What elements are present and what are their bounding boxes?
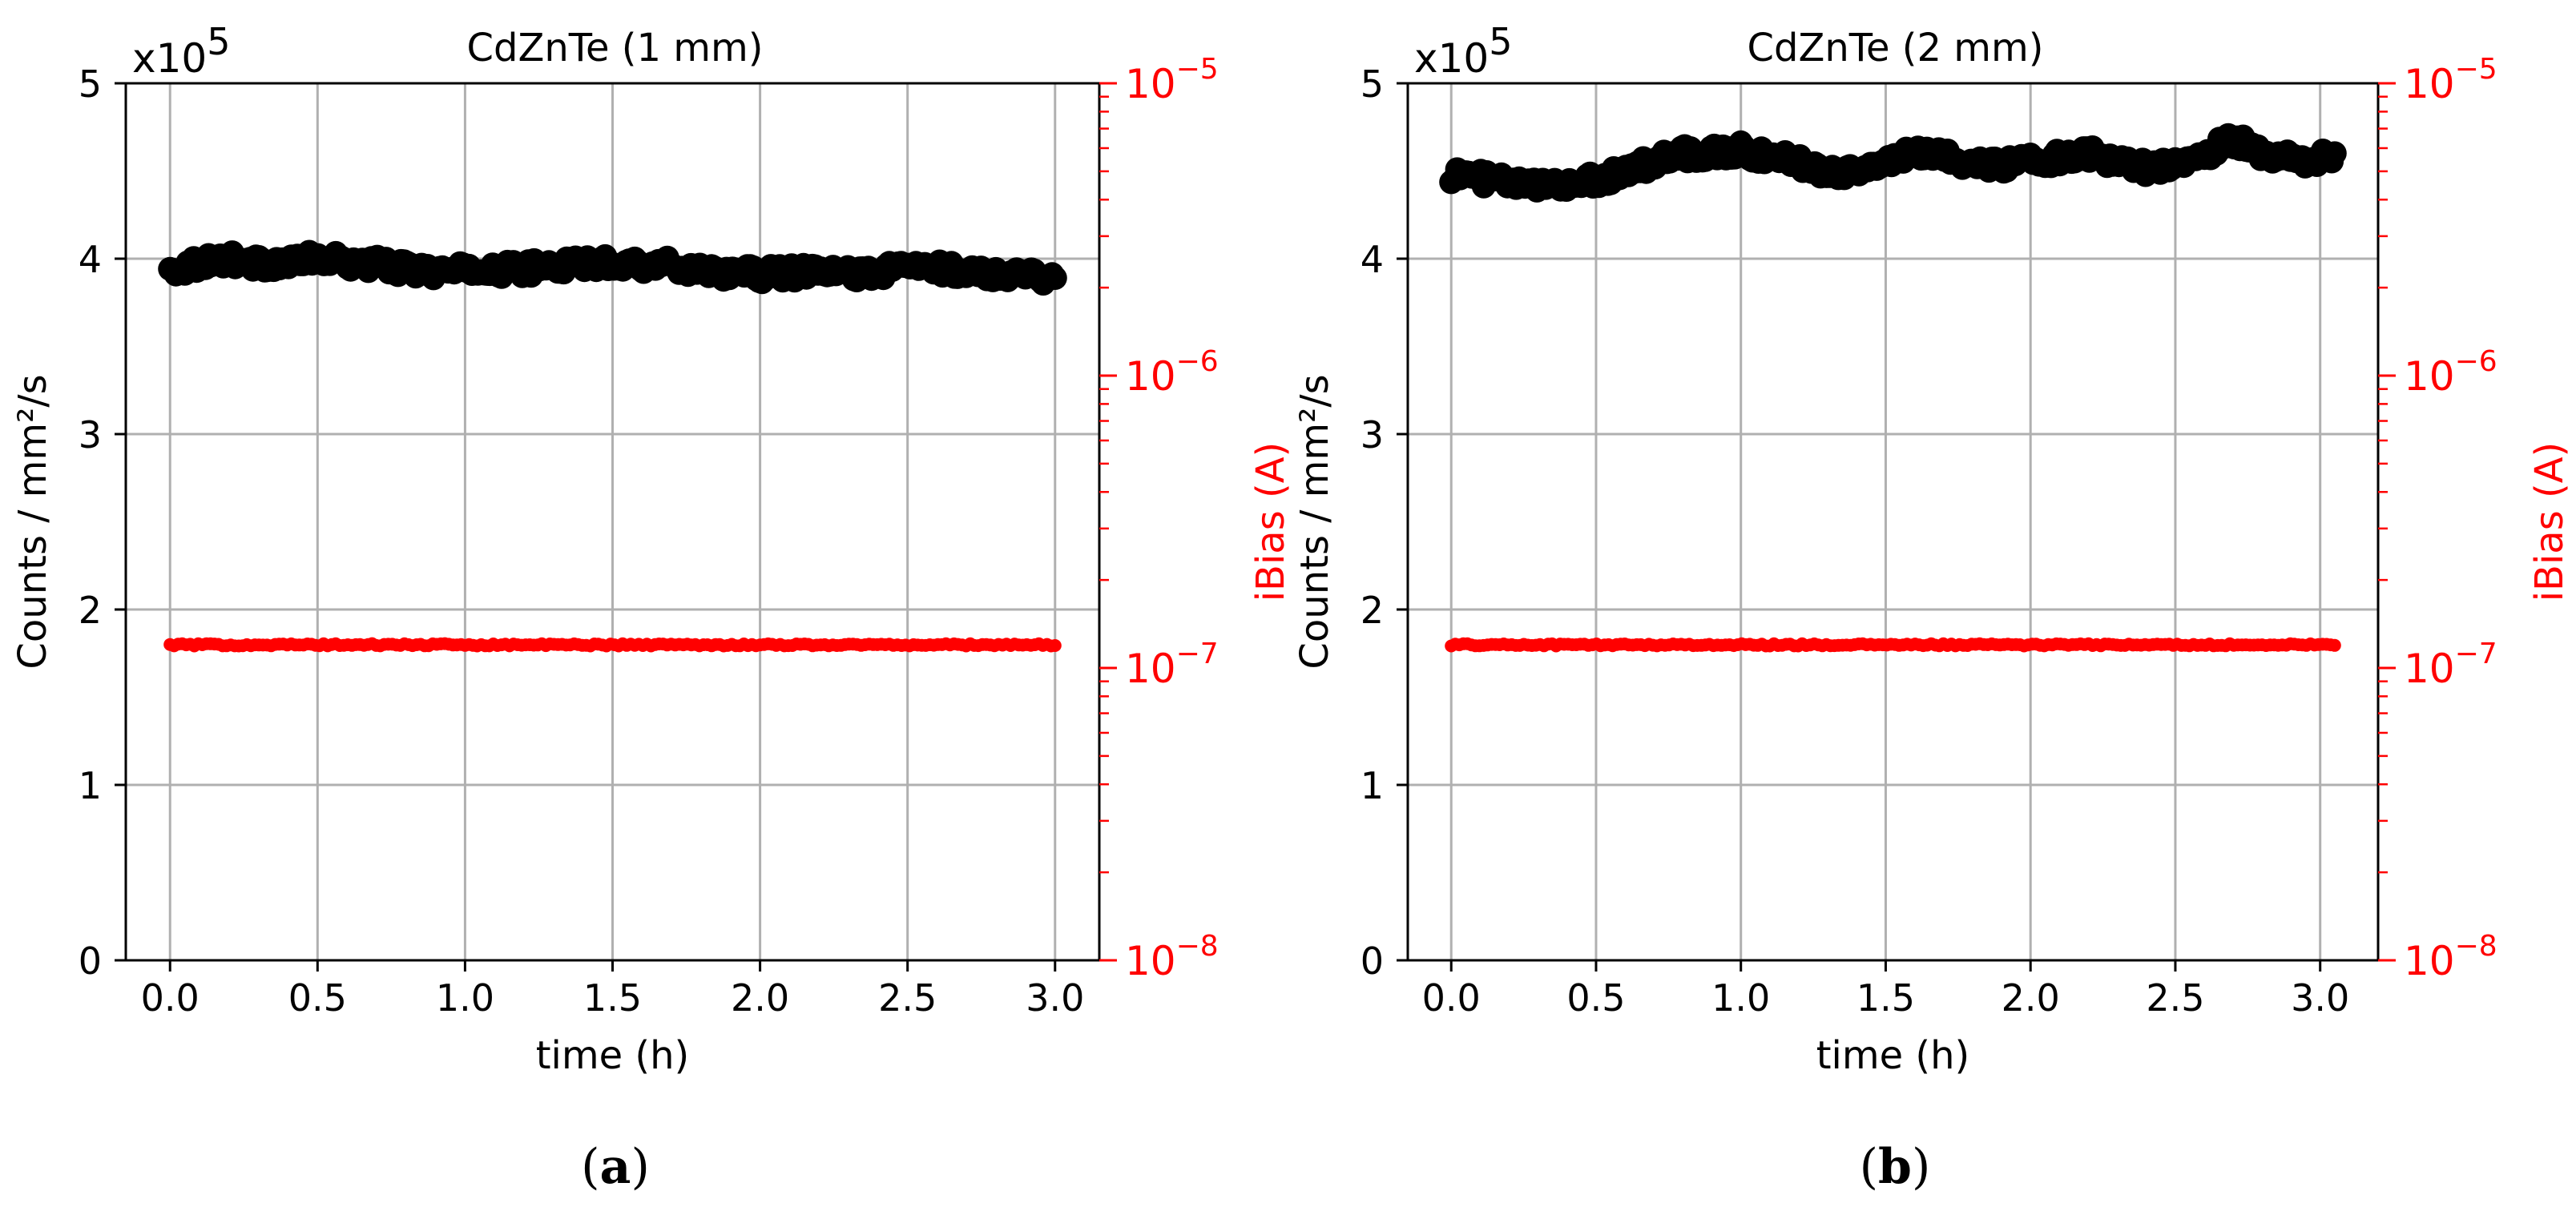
y-tick-label-left: 0 xyxy=(79,939,102,983)
counts-point xyxy=(2322,141,2347,166)
y-tick-label-right: 10−6 xyxy=(2404,345,2497,400)
y-tick-label-right-base: 10 xyxy=(2404,646,2455,692)
y-tick-label-right-base: 10 xyxy=(1125,353,1176,400)
chart-panel-a: 0.0 0.5 1.0 1.5 2.0 2.5 3.001234510−810−710−61… xyxy=(10,20,1293,1195)
x-tick-label: 2.5 xyxy=(2146,976,2204,1020)
ibias-series xyxy=(163,637,1062,653)
x-axis-label: time (h) xyxy=(1816,1033,1970,1078)
y-tick-label-right-exp: −5 xyxy=(1176,53,1219,86)
panel-caption-close: ) xyxy=(1912,1139,1930,1195)
right-axis: 10−810−710−610−5 xyxy=(1099,53,1219,984)
panel-caption-close: ) xyxy=(631,1139,649,1195)
y-tick-label-left: 3 xyxy=(1361,413,1384,457)
y-tick-label-right-exp: −5 xyxy=(2455,53,2497,86)
x-tick-label: 1.5 xyxy=(1856,976,1915,1020)
x-tick-label: 0.0 xyxy=(141,976,200,1020)
y-tick-label-left: 1 xyxy=(1361,764,1384,807)
counts-series xyxy=(158,239,1067,296)
y-axis-label-left: Counts / mm²/s xyxy=(10,374,55,669)
x-tick-label: 0.0 xyxy=(1422,976,1481,1020)
x-tick-label: 1.0 xyxy=(436,976,494,1020)
y-tick-label-right: 10−8 xyxy=(1125,930,1219,984)
y-multiplier: x105 xyxy=(132,20,231,82)
x-tick-label: 2.5 xyxy=(878,976,937,1020)
chart-panel-b: 0.0 0.5 1.0 1.5 2.0 2.5 3.001234510−810−710−61… xyxy=(1292,20,2572,1195)
y-tick-label-right: 10−7 xyxy=(2404,638,2497,692)
y-tick-label-left: 1 xyxy=(79,764,102,807)
x-tick-label: 1.0 xyxy=(1711,976,1770,1020)
y-multiplier-exp: 5 xyxy=(1489,20,1512,63)
x-tick-label: 3.0 xyxy=(1026,976,1084,1020)
axes-frame xyxy=(1406,82,2380,962)
y-tick-label-left: 3 xyxy=(79,413,102,457)
panel-caption: (b) xyxy=(1860,1139,1931,1195)
y-tick-label-right-exp: −6 xyxy=(2455,345,2497,378)
y-tick-label-right-base: 10 xyxy=(1125,61,1176,107)
y-tick-label-left: 4 xyxy=(1361,238,1384,281)
panel-caption-open: ( xyxy=(581,1139,599,1195)
right-axis: 10−810−710−610−5 xyxy=(2378,53,2497,984)
y-tick-label-right: 10−7 xyxy=(1125,638,1219,692)
y-tick-label-right-base: 10 xyxy=(1125,646,1176,692)
y-tick-label-right-exp: −8 xyxy=(1176,930,1219,963)
x-tick-label: 0.5 xyxy=(1566,976,1625,1020)
counts-point xyxy=(1042,266,1067,290)
y-axis-label-right: iBias (A) xyxy=(2527,442,2572,602)
counts-series xyxy=(1439,123,2347,203)
y-tick-label-right-base: 10 xyxy=(2404,938,2455,984)
panel-caption-open: ( xyxy=(1860,1139,1878,1195)
y-tick-label-right: 10−6 xyxy=(1125,345,1219,400)
y-tick-label-right: 10−5 xyxy=(1125,53,1219,107)
x-axis-label: time (h) xyxy=(536,1033,690,1078)
y-tick-label-right-base: 10 xyxy=(1125,938,1176,984)
y-multiplier-base: x10 xyxy=(132,35,207,82)
y-tick-label-left: 5 xyxy=(1361,62,1384,106)
y-tick-label-right-base: 10 xyxy=(2404,61,2455,107)
x-tick-label: 2.0 xyxy=(2002,976,2060,1020)
chart-title: CdZnTe (2 mm) xyxy=(1747,26,2043,70)
y-tick-label-left: 4 xyxy=(79,238,102,281)
y-axis-label-left: Counts / mm²/s xyxy=(1292,374,1337,669)
y-multiplier-exp: 5 xyxy=(207,20,230,63)
y-tick-label-left: 2 xyxy=(1361,589,1384,632)
panel-caption-letter: b xyxy=(1878,1139,1912,1195)
panel-caption-letter: a xyxy=(600,1139,631,1195)
ibias-point xyxy=(2328,638,2341,652)
ibias-point xyxy=(1048,639,1062,652)
y-tick-label-right-base: 10 xyxy=(2404,353,2455,400)
x-tick-label: 3.0 xyxy=(2291,976,2349,1020)
y-tick-label-right-exp: −7 xyxy=(2455,638,2497,670)
y-tick-label-right: 10−8 xyxy=(2404,930,2497,984)
y-tick-label-left: 2 xyxy=(79,589,102,632)
y-tick-label-left: 5 xyxy=(79,62,102,106)
x-tick-label: 2.0 xyxy=(731,976,789,1020)
y-tick-label-right-exp: −8 xyxy=(2455,930,2497,963)
y-multiplier-base: x10 xyxy=(1414,35,1489,82)
x-tick-label: 1.5 xyxy=(583,976,642,1020)
panel-caption: (a) xyxy=(581,1139,650,1195)
x-tick-label: 0.5 xyxy=(288,976,347,1020)
chart-title: CdZnTe (1 mm) xyxy=(466,26,763,70)
y-tick-label-right: 10−5 xyxy=(2404,53,2497,107)
y-tick-label-right-exp: −6 xyxy=(1176,345,1219,378)
y-axis-label-right: iBias (A) xyxy=(1248,442,1293,602)
ibias-series xyxy=(1445,637,2341,653)
y-tick-label-right-exp: −7 xyxy=(1176,638,1219,670)
y-multiplier: x105 xyxy=(1414,20,1513,82)
y-tick-label-left: 0 xyxy=(1361,939,1384,983)
